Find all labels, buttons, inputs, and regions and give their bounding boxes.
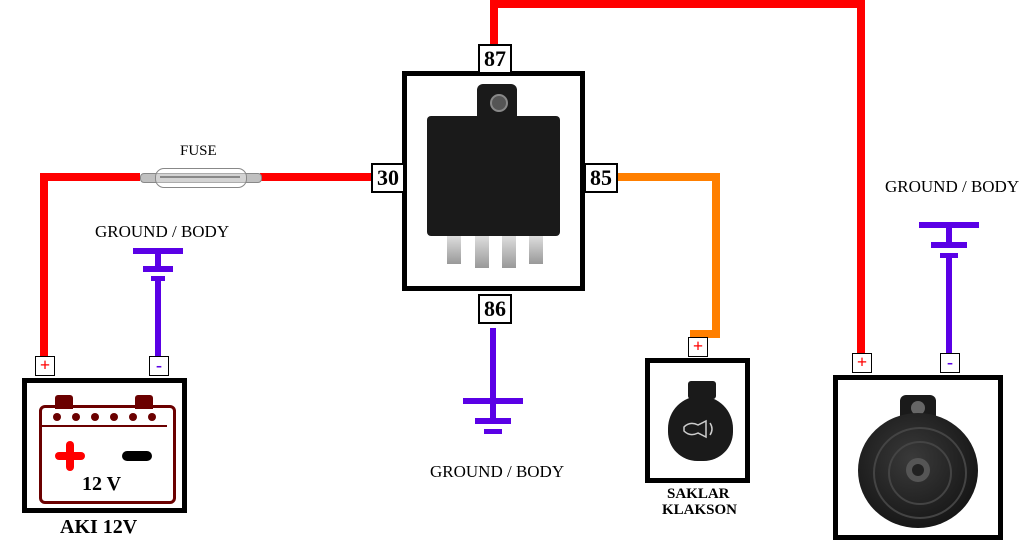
wire-relay-to-horn-top bbox=[490, 0, 865, 8]
wire-fuse-to-relay bbox=[260, 173, 378, 181]
battery-plus-sign: + bbox=[35, 356, 55, 376]
horn-plus-sign: + bbox=[852, 353, 872, 373]
fuse-label: FUSE bbox=[180, 143, 217, 160]
horn-box bbox=[833, 375, 1003, 540]
horn-device bbox=[858, 395, 978, 530]
relay-box bbox=[402, 71, 585, 291]
wire-relay-to-switch-h bbox=[605, 173, 720, 181]
battery-caption: AKI 12V bbox=[60, 516, 137, 539]
ground-label-relay: GROUND / BODY bbox=[430, 462, 564, 482]
battery-box: 12 V bbox=[22, 378, 187, 513]
fuse-component bbox=[140, 163, 260, 191]
wire-relay-86 bbox=[490, 328, 496, 398]
switch-plus-sign: + bbox=[688, 337, 708, 357]
wire-horn-neg bbox=[946, 257, 952, 355]
horn-switch bbox=[668, 381, 733, 466]
wire-battery-neg bbox=[155, 278, 161, 358]
wiring-diagram: FUSE 87 30 85 86 bbox=[0, 0, 1021, 550]
battery-minus-sign: - bbox=[149, 356, 169, 376]
pin-85: 85 bbox=[584, 163, 618, 193]
relay-body bbox=[427, 116, 560, 236]
wire-horn-down bbox=[857, 0, 865, 355]
pin-87: 87 bbox=[478, 44, 512, 74]
ground-label-battery: GROUND / BODY bbox=[95, 222, 229, 242]
switch-box bbox=[645, 358, 750, 483]
pin-86: 86 bbox=[478, 294, 512, 324]
wire-relay-to-switch-v bbox=[712, 173, 720, 338]
ground-label-horn: GROUND / BODY bbox=[885, 177, 1019, 197]
pin-30: 30 bbox=[371, 163, 405, 193]
wire-battery-up bbox=[40, 173, 48, 358]
battery-voltage: 12 V bbox=[82, 473, 121, 496]
horn-minus-sign: - bbox=[940, 353, 960, 373]
wire-battery-to-fuse bbox=[40, 173, 140, 181]
switch-caption-1: SAKLAR bbox=[667, 486, 730, 503]
switch-caption-2: KLAKSON bbox=[662, 502, 737, 519]
